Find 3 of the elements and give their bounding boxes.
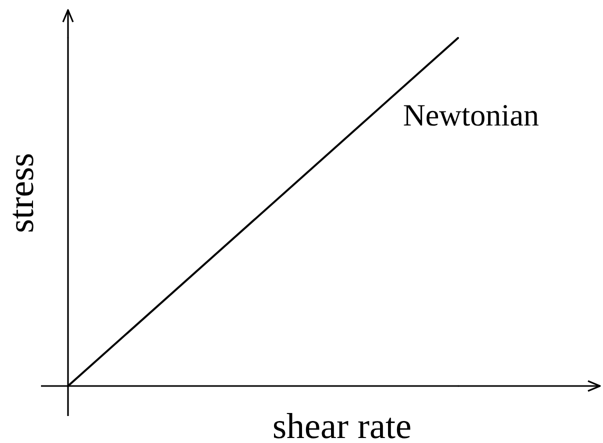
series-label: Newtonian xyxy=(403,98,540,132)
y-axis-title: stress xyxy=(1,153,41,233)
x-axis-title: shear rate xyxy=(272,406,412,443)
